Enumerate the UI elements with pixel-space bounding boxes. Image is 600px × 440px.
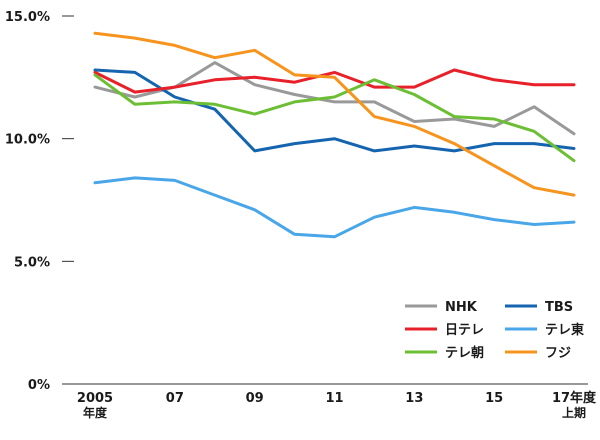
legend-label: 日テレ (445, 323, 484, 338)
series-lines (93, 31, 576, 239)
legend-label: テレ朝 (445, 345, 484, 361)
y-tick-label: 5.0% (14, 255, 50, 270)
y-tick-label: 10.0% (5, 133, 50, 148)
x-tick-label: 2005 (77, 391, 113, 406)
x-tick-label: 15 (485, 391, 503, 406)
y-tick-label: 0% (28, 378, 50, 393)
series-line (93, 31, 576, 197)
x-tick-label: 07 (166, 391, 184, 406)
y-axis: 0% 5.0% 10.0% 15.0% (5, 10, 74, 393)
series-line (93, 68, 576, 153)
legend-label: フジ (545, 346, 571, 361)
y-tick-label: 15.0% (5, 10, 50, 25)
legend-label: テレ東 (545, 322, 584, 338)
series-line (93, 176, 576, 239)
x-tick-label: 11 (325, 391, 343, 406)
series-line (93, 68, 576, 94)
x-tick-sublabel: 年度 (83, 405, 108, 420)
x-tick-label: 13 (405, 391, 423, 406)
x-tick-label: 09 (246, 391, 264, 406)
legend-label: TBS (545, 300, 573, 315)
legend-label: NHK (445, 300, 478, 315)
series-line (93, 73, 576, 163)
x-tick-sublabel: 上期 (562, 405, 586, 420)
x-tick-label: 17年度 (552, 390, 597, 406)
